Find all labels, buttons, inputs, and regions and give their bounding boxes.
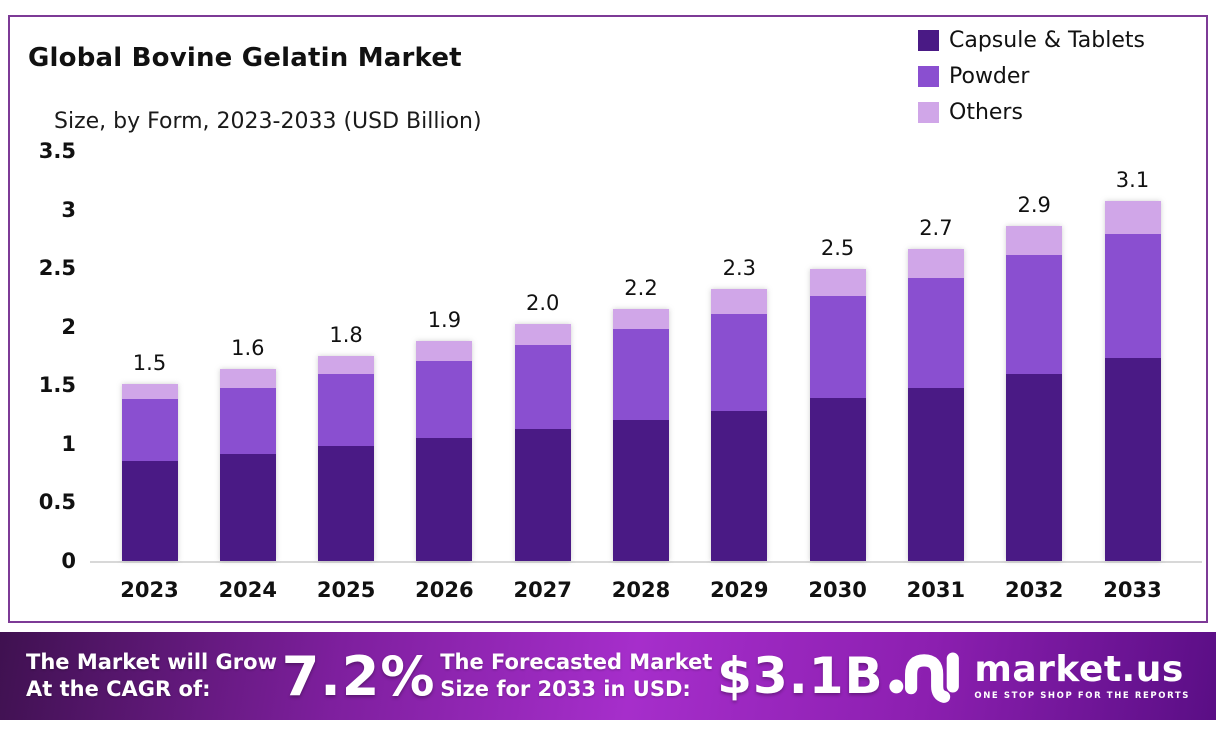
legend-item: Others [918,100,1145,125]
x-axis-line [90,561,1202,563]
x-axis-label-2028: 2028 [611,578,671,602]
bar-total-label: 2.5 [820,236,855,261]
bar-2031-segment-powder [907,277,964,388]
legend-swatch-icon [918,30,939,51]
x-axis-label-2032: 2032 [1004,578,1064,602]
bar-2023-segment-capsule [121,461,178,561]
logo-name: market.us [974,648,1184,690]
bar-2028-segment-powder [613,329,669,421]
bar-2031-segment-capsule [907,387,964,561]
y-tick-label: 0.5 [38,490,76,515]
bar-2023: 1.5 [121,351,178,561]
bar-total-label: 2.7 [919,216,953,241]
bar-2025-segment-capsule [318,446,375,561]
bar-2032-segment-powder [1006,255,1063,374]
bar-2025-segment-powder [318,373,375,447]
bar-2026-segment-others [416,340,473,361]
bar-2024-segment-capsule [219,454,276,561]
x-axis-label-2033: 2033 [1103,578,1162,602]
bar-2025-segment-others [318,356,375,374]
bar-2030-segment-powder [809,296,866,399]
bar-2030: 2.5 [809,236,866,561]
bar-2026-segment-powder [416,360,473,438]
y-tick-label: 1.5 [38,373,76,398]
bar-2029: 2.3 [711,256,768,561]
legend-swatch-icon [918,102,939,123]
legend-label: Powder [949,64,1030,89]
y-tick-label: 3 [61,197,76,222]
bar-2024: 1.6 [219,336,276,561]
y-tick-label: 1 [61,431,76,456]
chart-title: Global Bovine Gelatin Market [28,43,462,73]
bar-2023-segment-others [121,384,178,400]
bar-total-label: 1.5 [132,351,167,376]
forecast-value: $3.1B [717,647,884,705]
bar-2032-segment-others [1006,225,1063,256]
bar-2032-segment-capsule [1006,373,1063,561]
bar-total-label: 1.8 [329,323,363,348]
y-tick-label: 2 [61,314,76,339]
x-axis-label-2025: 2025 [316,578,376,602]
bottom-banner: The Market will Grow At the CAGR of: 7.2… [0,632,1216,720]
bar-total-label: 3.1 [1115,168,1150,193]
legend-item: Powder [918,64,1145,89]
bar-2026: 1.9 [416,308,473,561]
legend-label: Others [949,100,1023,125]
bar-2033-segment-others [1104,201,1161,235]
bar-total-label: 2.2 [624,276,658,301]
x-axis-label-2027: 2027 [513,578,572,602]
bar-2030-segment-capsule [809,398,866,561]
bar-2029-segment-capsule [711,411,768,561]
marketus-logo-icon [889,652,960,703]
bar-2033: 3.1 [1104,168,1161,561]
bar-2029-segment-powder [711,313,768,412]
bar-2026-segment-capsule [416,438,473,561]
legend-swatch-icon [918,66,939,87]
chart-subtitle: Size, by Form, 2023-2033 (USD Billion) [54,109,482,134]
cagr-label: The Market will Grow At the CAGR of: [26,649,277,701]
bar-2027-segment-others [514,324,571,346]
legend-label: Capsule & Tablets [949,28,1145,53]
bar-total-label: 2.0 [525,291,560,316]
x-axis-label-2030: 2030 [808,578,867,602]
bar-2027-segment-powder [514,345,571,429]
x-axis-label-2029: 2029 [710,578,769,602]
forecast-label: The Forecasted Market Size for 2033 in U… [440,649,713,701]
legend-item: Capsule & Tablets [918,28,1145,53]
x-axis-label-2031: 2031 [906,578,966,602]
bar-2024-segment-others [219,368,276,388]
bar-total-label: 1.6 [231,335,265,360]
bar-2030-segment-others [809,269,866,297]
x-axis-label-2024: 2024 [218,578,278,602]
bar-2027: 2.0 [514,291,571,561]
bar-2031-segment-others [907,249,964,278]
bar-total-label: 2.9 [1017,192,1051,217]
bar-2033-segment-capsule [1104,358,1161,561]
bar-2032: 2.9 [1006,193,1063,561]
marketus-logo: market.us ONE STOP SHOP FOR THE REPORTS [888,643,1190,709]
bar-2031: 2.7 [907,216,964,561]
bar-2024-segment-powder [219,387,276,455]
bar-total-label: 2.3 [722,256,756,281]
chart-legend: Capsule & Tablets Powder Others [918,28,1145,125]
bar-2028: 2.2 [613,276,669,561]
bar-2028-segment-capsule [613,420,669,561]
bar-2029-segment-others [711,289,768,314]
logo-tagline: ONE STOP SHOP FOR THE REPORTS [974,690,1190,701]
y-tick-label: 0 [61,549,76,573]
x-axis-label-2023: 2023 [120,578,179,602]
y-tick-label: 3.5 [38,139,76,163]
bar-total-label: 1.9 [427,307,462,332]
cagr-value: 7.2% [281,644,436,708]
bar-2025: 1.8 [318,323,375,561]
bar-2028-segment-others [613,309,669,330]
x-axis-label-2026: 2026 [415,578,474,602]
bar-2023-segment-powder [121,399,178,462]
y-tick-label: 2.5 [38,256,76,281]
bar-2027-segment-capsule [514,428,571,561]
bar-2033-segment-powder [1104,234,1161,359]
